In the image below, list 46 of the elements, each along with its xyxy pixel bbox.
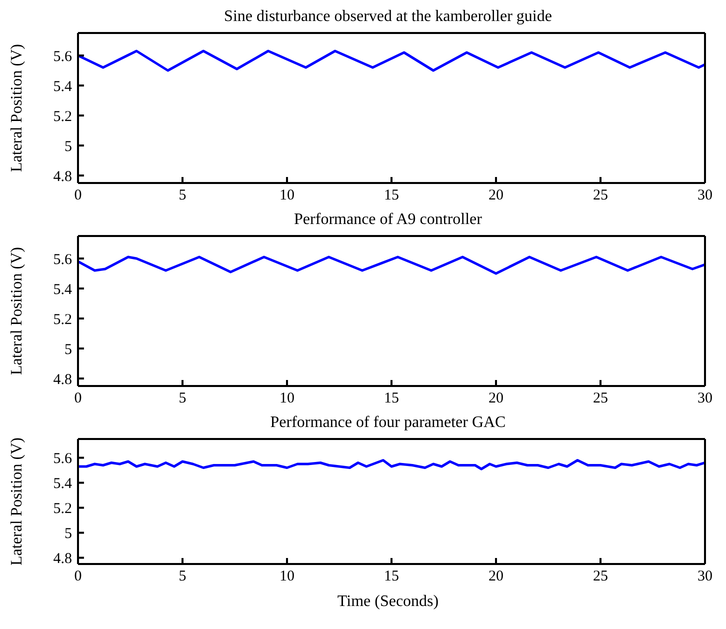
y-tick-label: 4.8 bbox=[53, 168, 72, 185]
x-tick-label: 5 bbox=[178, 188, 186, 204]
y-tick-label: 4.8 bbox=[53, 372, 72, 388]
x-tick-label: 5 bbox=[178, 390, 186, 407]
y-axis-title: Lateral Position (V) bbox=[8, 44, 26, 172]
y-tick-label: 5.6 bbox=[53, 252, 72, 268]
x-axis-title: Time (Seconds) bbox=[336, 592, 440, 612]
x-tick-label: 10 bbox=[280, 568, 294, 585]
x-tick-label: 0 bbox=[74, 390, 82, 407]
y-tick-label: 5.4 bbox=[53, 282, 72, 298]
chart-title: Performance of A9 controller bbox=[293, 211, 483, 229]
y-tick-label: 5 bbox=[64, 342, 72, 358]
x-tick-label: 15 bbox=[384, 188, 399, 204]
x-tick-label: 15 bbox=[384, 568, 399, 585]
x-tick-label: 25 bbox=[593, 188, 608, 204]
y-tick-label: 5 bbox=[64, 138, 72, 155]
line-series bbox=[78, 50, 705, 72]
x-tick-label: 30 bbox=[698, 188, 712, 204]
x-tick-label: 10 bbox=[280, 188, 294, 204]
y-tick-label: 5 bbox=[64, 526, 72, 542]
x-tick-label: 10 bbox=[280, 390, 294, 407]
y-tick-label: 5.2 bbox=[53, 312, 72, 328]
x-tick-label: 20 bbox=[488, 390, 504, 407]
y-axis-title: Lateral Position (V) bbox=[8, 247, 26, 375]
line-series bbox=[78, 256, 705, 275]
y-tick-label: 5.6 bbox=[53, 48, 72, 65]
y-tick-label: 5.2 bbox=[53, 108, 72, 125]
x-tick-label: 15 bbox=[384, 390, 399, 407]
x-tick-label: 0 bbox=[74, 568, 82, 585]
y-tick-label: 4.8 bbox=[53, 551, 72, 568]
y-tick-label: 5.6 bbox=[53, 451, 72, 468]
y-axis-title: Lateral Position (V) bbox=[8, 438, 26, 566]
y-tick-label: 5.2 bbox=[53, 501, 72, 518]
chart-title: Sine disturbance observed at the kamberoller guide bbox=[223, 8, 553, 26]
x-tick-label: 25 bbox=[593, 390, 608, 407]
x-tick-label: 30 bbox=[698, 390, 712, 407]
y-tick-label: 5.4 bbox=[53, 78, 72, 95]
x-tick-label: 20 bbox=[488, 188, 504, 204]
chart-title: Performance of four parameter GAC bbox=[269, 414, 507, 432]
line-series bbox=[78, 459, 705, 470]
x-tick-label: 5 bbox=[178, 568, 186, 585]
x-tick-label: 30 bbox=[698, 568, 712, 585]
x-tick-label: 25 bbox=[593, 568, 608, 585]
x-tick-label: 0 bbox=[74, 188, 82, 204]
y-tick-label: 5.4 bbox=[53, 476, 72, 492]
x-tick-label: 20 bbox=[488, 568, 504, 585]
